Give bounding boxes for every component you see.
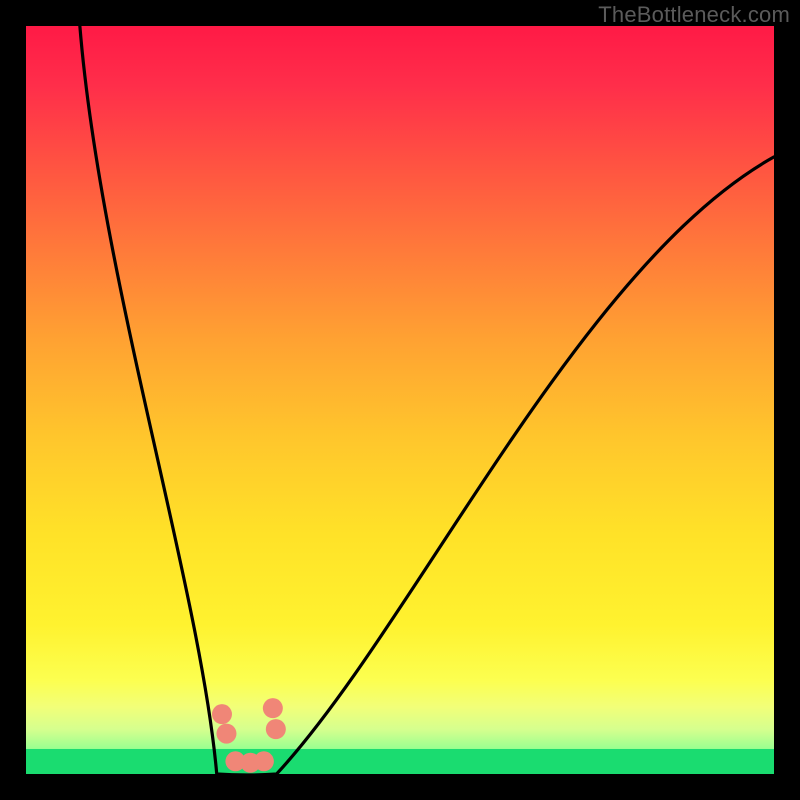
curve-marker-right-upper bbox=[263, 698, 283, 718]
gradient-plot-area bbox=[26, 26, 774, 774]
curve-marker-left-lower bbox=[216, 724, 236, 744]
curve-marker-bottom-c bbox=[254, 751, 274, 771]
green-baseline-strip bbox=[26, 749, 774, 774]
watermark-text: TheBottleneck.com bbox=[598, 2, 790, 28]
curve-marker-right-lower bbox=[266, 719, 286, 739]
bottleneck-chart-svg bbox=[0, 0, 800, 800]
curve-marker-left-upper bbox=[212, 704, 232, 724]
chart-stage: TheBottleneck.com bbox=[0, 0, 800, 800]
